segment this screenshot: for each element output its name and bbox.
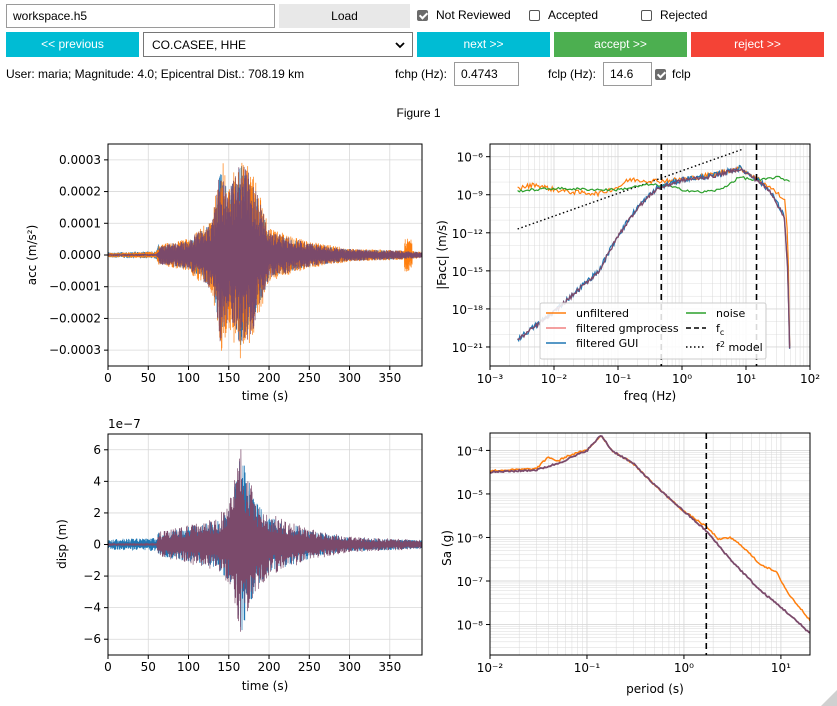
workspace-input[interactable]: workspace.h5	[6, 4, 275, 28]
disp-ytick: −4	[83, 601, 101, 615]
sa-xtick: 10⁻¹	[574, 661, 601, 675]
rejected-checkbox[interactable]: Rejected	[641, 8, 707, 22]
legend-unfiltered: unfiltered	[576, 307, 629, 320]
spectrum-ytick: 10⁻¹⁵	[452, 265, 483, 279]
acc-ytick: −0.0003	[49, 343, 101, 357]
spectrum-ytick: 10⁻⁹	[457, 189, 484, 203]
channel-select-value: CO.CASEE, HHE	[152, 38, 247, 52]
record-summary: User: maria; Magnitude: 4.0; Epicentral …	[6, 67, 305, 81]
sa-xlabel: period (s)	[626, 682, 684, 696]
disp-xlabel: time (s)	[242, 679, 289, 693]
fclp-check-icon	[655, 68, 666, 80]
disp-ytick: −6	[83, 632, 101, 646]
disp-ylabel: disp (m)	[55, 519, 69, 569]
not-reviewed-checkbox[interactable]: Not Reviewed	[417, 8, 511, 22]
spectrum-xtick: 10⁰	[672, 372, 692, 386]
legend-noise: noise	[716, 307, 745, 320]
disp-ytick: −2	[83, 569, 101, 583]
spectrum-xtick: 10²	[800, 372, 820, 386]
disp-ytick: 0	[93, 538, 101, 552]
accepted-checkbox[interactable]: Accepted	[529, 8, 598, 22]
disp-xtick: 100	[177, 660, 200, 674]
previous-button[interactable]: << previous	[6, 32, 139, 57]
legend-filtered-gmprocess: filtered gmprocess	[576, 322, 679, 335]
load-button[interactable]: Load	[279, 4, 410, 28]
acc-xlabel: time (s)	[242, 389, 289, 403]
acc-ytick: 0.0003	[59, 153, 101, 167]
acc-xtick: 50	[141, 371, 156, 385]
acc-xtick: 200	[258, 371, 281, 385]
disp-ytick: 2	[93, 506, 101, 520]
spectrum-legend	[539, 302, 767, 360]
spectrum-xtick: 10⁻¹	[605, 372, 632, 386]
acc-ytick: 0.0002	[59, 185, 101, 199]
spectrum-xlabel: freq (Hz)	[624, 389, 676, 403]
acc-xtick: 0	[104, 371, 112, 385]
acc-plot: 0 50 100 150 200 250 300 350 0.0003 0.0002 0.0001 0…	[25, 143, 423, 403]
accepted-label: Accepted	[548, 8, 599, 22]
sa-ytick: 10⁻⁵	[457, 488, 484, 502]
fchp-input[interactable]: 0.4743	[454, 62, 519, 86]
sa-plot: 10⁻² 10⁻¹ 10⁰ 10¹ 10⁻⁴ 10⁻⁵ 10⁻⁶ 10⁻⁷ 10⁻⁸ perio…	[440, 432, 811, 696]
next-button[interactable]: next >>	[417, 32, 550, 57]
spectrum-plot: 10⁻³ 10⁻² 10⁻¹ 10⁰ 10¹ 10² 10⁻⁶ 10⁻⁹ 10⁻¹² 10⁻¹⁵ 1…	[435, 143, 820, 403]
disp-ytick: 4	[93, 474, 101, 488]
sa-xtick: 10⁻²	[477, 661, 504, 675]
spectrum-ytick: 10⁻¹⁸	[452, 303, 483, 317]
fclp-checkbox-label: fclp	[672, 67, 691, 81]
sa-ytick: 10⁻⁸	[457, 619, 484, 633]
sa-ylabel: Sa (g)	[440, 530, 454, 566]
acc-ytick: 0.0000	[59, 248, 101, 262]
chevron-down-icon	[395, 42, 405, 49]
sa-xtick: 10¹	[771, 661, 791, 675]
accepted-check-icon	[529, 9, 540, 21]
fclp-label: fclp (Hz):	[548, 67, 596, 81]
disp-offset-label: 1e−7	[108, 417, 141, 431]
disp-xtick: 300	[338, 660, 361, 674]
acc-ylabel: acc (m/s²)	[25, 225, 39, 286]
fclp-input[interactable]: 14.6	[603, 62, 652, 86]
acc-ytick: −0.0001	[49, 280, 101, 294]
disp-xtick: 150	[217, 660, 240, 674]
resize-grip-icon	[821, 690, 837, 706]
fchp-label: fchp (Hz):	[395, 67, 448, 81]
sa-ytick: 10⁻⁶	[457, 531, 484, 545]
legend-f2-model: f2 model	[716, 340, 763, 354]
accept-button[interactable]: accept >>	[554, 32, 687, 57]
spectrum-ytick: 10⁻¹²	[452, 227, 483, 241]
legend-fc: fc	[716, 322, 724, 337]
fclp-checkbox[interactable]: fclp	[655, 67, 691, 81]
reject-button[interactable]: reject >>	[691, 32, 824, 57]
spectrum-xtick: 10¹	[736, 372, 756, 386]
disp-ytick: 6	[93, 443, 101, 457]
sa-xtick: 10⁰	[674, 661, 694, 675]
rejected-check-icon	[641, 9, 652, 21]
figure-title: Figure 1	[396, 106, 441, 120]
disp-xtick: 350	[378, 660, 401, 674]
spectrum-xtick: 10⁻³	[477, 372, 504, 386]
disp-plot: 0 50 100 150 200 250 300 350 6 4 2 0 −2 −4 −6 1e−7 tim…	[55, 417, 423, 693]
spectrum-ytick: 10⁻²¹	[452, 341, 483, 355]
acc-ytick: −0.0002	[49, 311, 101, 325]
spectrum-ylabel: |Facc| (m/s)	[435, 220, 449, 290]
not-reviewed-label: Not Reviewed	[436, 8, 511, 22]
acc-xtick: 150	[217, 371, 240, 385]
acc-xtick: 350	[378, 371, 401, 385]
legend-filtered-gui: filtered GUI	[576, 337, 638, 350]
channel-select[interactable]: CO.CASEE, HHE	[143, 32, 413, 57]
disp-xtick: 50	[141, 660, 156, 674]
spectrum-ytick: 10⁻⁶	[457, 151, 484, 165]
disp-xtick: 250	[298, 660, 321, 674]
disp-xtick: 200	[258, 660, 281, 674]
disp-xtick: 0	[104, 660, 112, 674]
spectrum-xtick: 10⁻²	[541, 372, 568, 386]
rejected-label: Rejected	[660, 8, 708, 22]
acc-xtick: 300	[338, 371, 361, 385]
acc-ytick: 0.0001	[59, 216, 101, 230]
acc-xtick: 100	[177, 371, 200, 385]
acc-xtick: 250	[298, 371, 321, 385]
sa-ytick: 10⁻⁴	[457, 444, 484, 458]
not-reviewed-check-icon	[417, 9, 428, 21]
sa-ytick: 10⁻⁷	[457, 575, 484, 589]
